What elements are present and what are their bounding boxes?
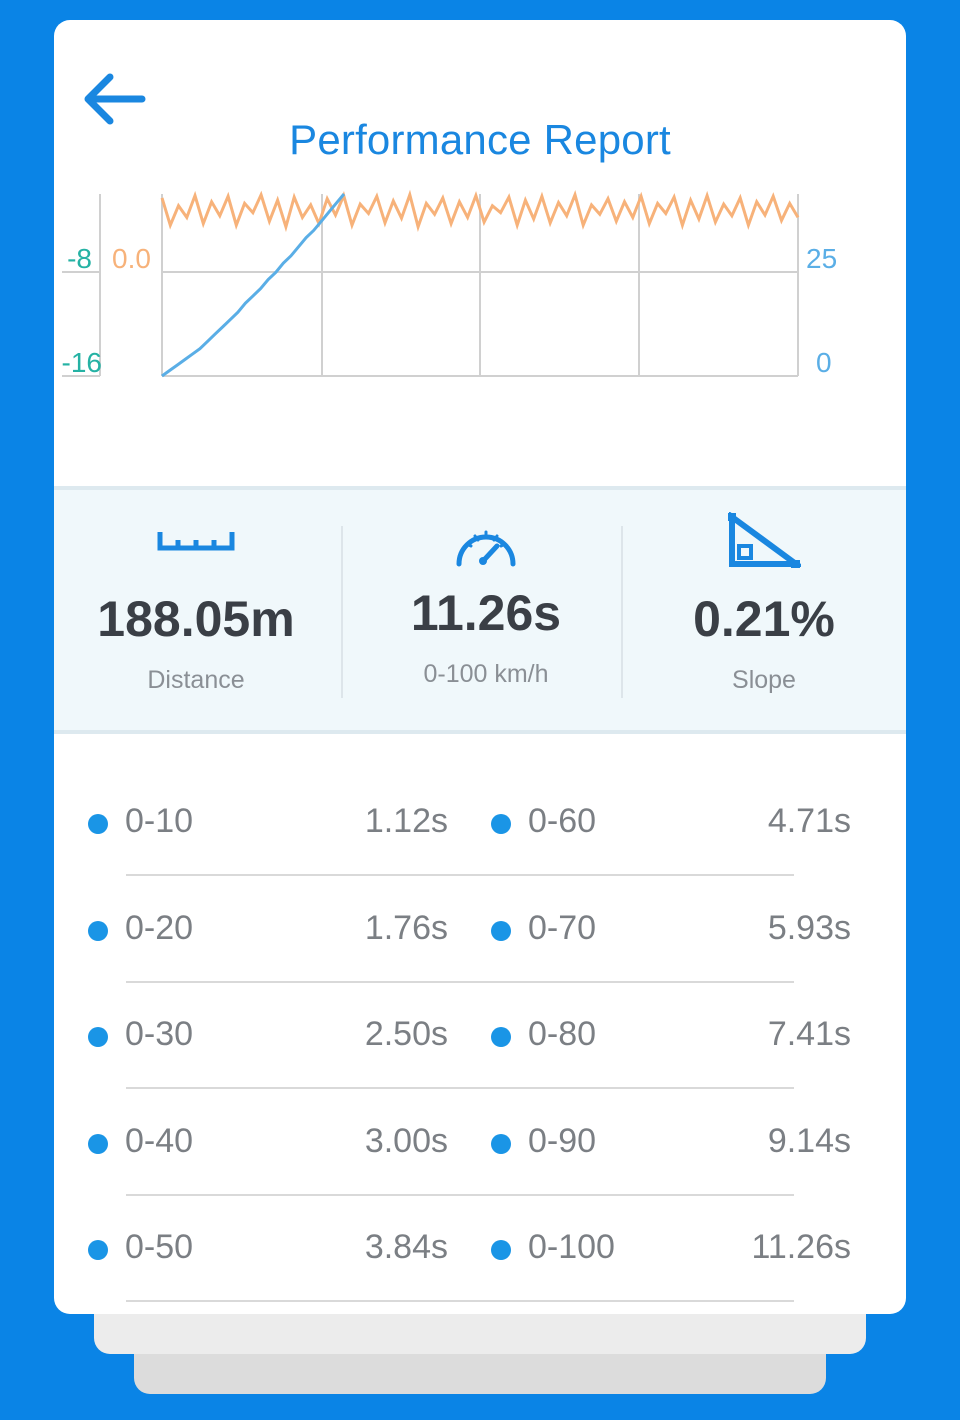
split-range: 0-40 [125, 1121, 194, 1160]
split-range: 0-80 [528, 1015, 597, 1053]
split-range: 0-20 [125, 908, 194, 947]
y2-axis-tick-label: 0.0 [112, 243, 151, 274]
bullet-dot [491, 1027, 511, 1047]
split-time: 1.12s [364, 802, 448, 840]
split-range: 0-30 [125, 1015, 194, 1053]
split-range: 0-100 [528, 1228, 615, 1266]
split-time: 11.26s [751, 1228, 851, 1266]
split-time: 1.76s [364, 908, 448, 947]
row-separator [126, 874, 794, 876]
y-axis-tick-label: -16 [62, 347, 102, 378]
split-range: 0-90 [528, 1121, 597, 1160]
report-card: Performance Report -8 -16 0.0 25 0 188.05m D… [54, 20, 906, 1314]
split-time: 7.41s [767, 1015, 851, 1053]
distance-label: Distance [147, 666, 245, 694]
split-range: 0-70 [528, 908, 597, 947]
stat-divider [341, 526, 343, 698]
split-time: 9.14s [767, 1121, 851, 1160]
split-time: 3.00s [364, 1121, 448, 1160]
split-row: 0-20 1.76s 0-70 5.93s [54, 873, 906, 983]
split-row: 0-30 2.50s 0-80 7.41s [54, 979, 906, 1089]
slope-icon [622, 512, 906, 570]
row-separator [126, 1193, 794, 1196]
series-line-blue [161, 193, 346, 378]
slope-value: 0.21% [693, 591, 835, 647]
ruler-icon [54, 530, 338, 552]
page-title: Performance Report [289, 116, 671, 163]
bullet-dot [491, 920, 511, 941]
split-range: 0-10 [125, 802, 194, 840]
split-time: 4.71s [767, 802, 851, 840]
bullet-dot [491, 1240, 511, 1260]
stats-panel: 188.05m Distance 11.26s 0-100 km/h [54, 486, 906, 734]
row-separator [126, 1300, 794, 1302]
stat-acceleration: 11.26s 0-100 km/h [344, 490, 628, 730]
split-time: 3.84s [364, 1228, 448, 1266]
chart-grid [62, 194, 799, 377]
split-range: 0-60 [528, 802, 597, 840]
bullet-dot [88, 814, 108, 834]
slope-label: Slope [732, 666, 796, 694]
right-axis-tick-label: 25 [806, 243, 837, 274]
stat-slope: 0.21% Slope [622, 490, 906, 730]
bullet-dot [491, 1133, 511, 1154]
split-range: 0-50 [125, 1228, 194, 1266]
bullet-dot [88, 1133, 108, 1154]
bullet-dot [88, 1027, 108, 1047]
row-separator [126, 1087, 794, 1089]
stat-distance: 188.05m Distance [54, 490, 338, 730]
right-axis-tick-label: 0 [816, 347, 832, 378]
split-row: 0-10 1.12s 0-60 4.71s [54, 766, 906, 876]
acceleration-value: 11.26s [410, 585, 562, 641]
row-separator [126, 980, 794, 983]
back-button[interactable] [78, 66, 150, 132]
performance-chart: -8 -16 0.0 25 0 [62, 189, 837, 378]
split-time: 2.50s [364, 1015, 448, 1053]
arrow-left-icon [84, 73, 146, 125]
bullet-dot [88, 920, 108, 941]
stat-divider [621, 526, 623, 698]
bullet-dot [88, 1240, 108, 1260]
speedometer-icon [344, 522, 628, 568]
bullet-dot [491, 814, 511, 834]
y-axis-tick-label: -8 [67, 243, 92, 274]
acceleration-label: 0-100 km/h [423, 660, 549, 688]
series-line-orange [160, 189, 800, 233]
split-row: 0-50 3.84s 0-100 11.26s [54, 1192, 906, 1302]
distance-value: 188.05m [97, 591, 295, 647]
split-time: 5.93s [767, 908, 851, 947]
split-row: 0-40 3.00s 0-90 9.14s [54, 1086, 906, 1196]
